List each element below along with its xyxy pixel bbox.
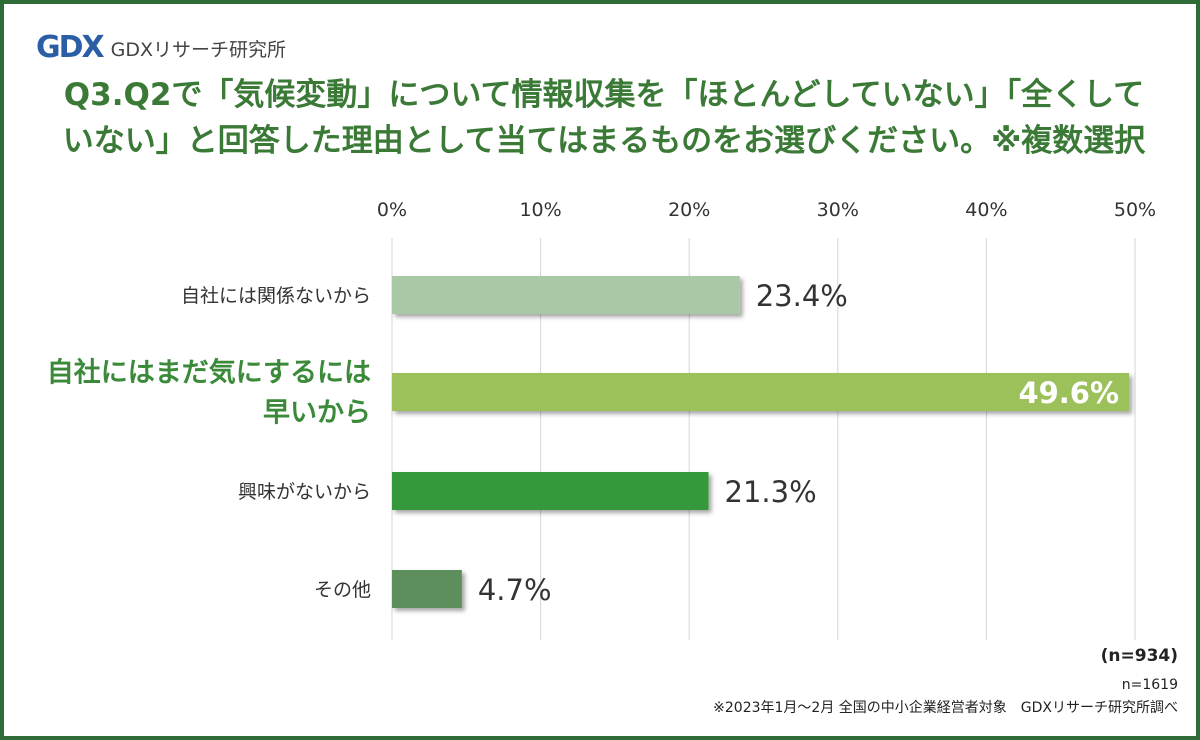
brand: GDX GDXリサーチ研究所: [36, 30, 286, 66]
gdx-logo: GDX: [36, 30, 105, 65]
x-tick-label: 40%: [965, 199, 1007, 221]
value-label: 23.4%: [756, 279, 848, 313]
x-tick-label: 50%: [1114, 199, 1156, 221]
x-tick-label: 30%: [817, 199, 859, 221]
brand-name: GDXリサーチ研究所: [110, 38, 287, 61]
category-label-line: その他: [314, 579, 371, 601]
category-label-line: 興味がないから: [238, 481, 371, 503]
chart-frame: GDX GDXリサーチ研究所 Q3.Q2で「気候変動」について情報収集を「ほとん…: [4, 4, 1196, 736]
sample-size-total: n=1619: [1121, 677, 1178, 693]
category-label: 興味がないから: [238, 481, 371, 503]
category-label-line: 自社にはまだ気にするには: [47, 357, 371, 389]
x-tick-label: 20%: [668, 199, 710, 221]
category-label: 自社にはまだ気にするには早いから: [47, 357, 371, 429]
chart-title-line-2: いない」と回答した理由として当てはまるものをお選びください。※複数選択: [62, 123, 1146, 159]
value-label: 49.6%: [1018, 376, 1119, 410]
survey-note: ※2023年1月～2月 全国の中小企業経営者対象 GDXリサーチ研究所調べ: [713, 700, 1178, 716]
x-tick-label: 10%: [519, 199, 561, 221]
bar: [392, 570, 462, 608]
value-label: 4.7%: [478, 573, 552, 607]
sample-size-main: (n=934): [1100, 646, 1178, 666]
value-label: 21.3%: [725, 475, 817, 509]
category-label: 自社には関係ないから: [181, 285, 371, 307]
category-label: その他: [314, 579, 371, 601]
x-tick-label: 0%: [377, 199, 407, 221]
chart-title: Q3.Q2で「気候変動」について情報収集を「ほとんどしていない」「全くして いな…: [44, 72, 1164, 164]
bar: [392, 276, 740, 314]
bar: [392, 472, 709, 510]
category-label-line: 自社には関係ないから: [181, 285, 371, 307]
category-label-line: 早いから: [263, 398, 371, 429]
bar: [392, 373, 1130, 411]
chart-title-line-1: Q3.Q2で「気候変動」について情報収集を「ほとんどしていない」「全くして: [63, 77, 1145, 113]
